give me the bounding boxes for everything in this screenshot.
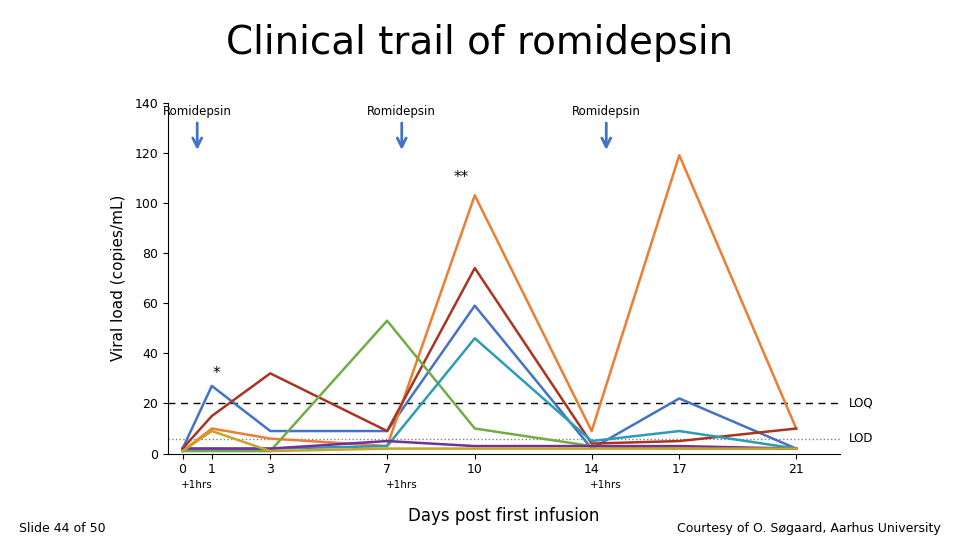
Text: *: * (212, 366, 220, 381)
Text: Romidepsin: Romidepsin (572, 105, 640, 118)
Text: +1hrs: +1hrs (590, 480, 622, 490)
Text: +1hrs: +1hrs (386, 480, 418, 490)
Text: Courtesy of O. Søgaard, Aarhus University: Courtesy of O. Søgaard, Aarhus Universit… (677, 522, 941, 535)
Text: Clinical trail of romidepsin: Clinical trail of romidepsin (227, 24, 733, 62)
Text: Slide 44 of 50: Slide 44 of 50 (19, 522, 106, 535)
Text: **: ** (454, 170, 469, 185)
Text: LOQ: LOQ (849, 397, 874, 410)
Text: +1hrs: +1hrs (181, 480, 213, 490)
Text: Romidepsin: Romidepsin (368, 105, 436, 118)
Y-axis label: Viral load (copies/mL): Viral load (copies/mL) (111, 195, 126, 361)
X-axis label: Days post first infusion: Days post first infusion (408, 507, 600, 525)
Text: LOD: LOD (849, 432, 874, 445)
Text: Romidepsin: Romidepsin (163, 105, 231, 118)
